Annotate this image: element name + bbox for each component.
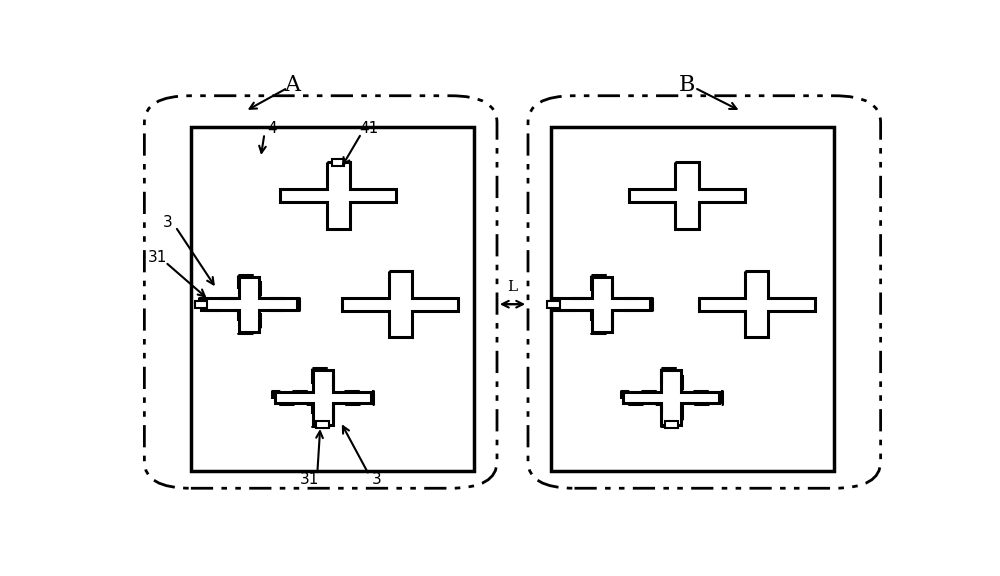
Bar: [316, 421, 329, 429]
Bar: [551, 127, 834, 471]
FancyBboxPatch shape: [528, 96, 881, 488]
Text: L: L: [507, 281, 518, 294]
Bar: [332, 159, 344, 166]
Bar: [191, 127, 474, 471]
Text: 3: 3: [163, 215, 173, 230]
Text: 31: 31: [300, 472, 319, 487]
FancyBboxPatch shape: [144, 96, 497, 488]
Bar: [547, 301, 560, 308]
Text: 31: 31: [148, 250, 167, 265]
Text: A: A: [284, 74, 300, 96]
Bar: [665, 421, 678, 429]
Bar: [195, 301, 207, 308]
Text: B: B: [679, 74, 695, 96]
Text: 3: 3: [372, 472, 382, 487]
Text: 41: 41: [360, 122, 379, 137]
Text: 4: 4: [267, 122, 277, 137]
